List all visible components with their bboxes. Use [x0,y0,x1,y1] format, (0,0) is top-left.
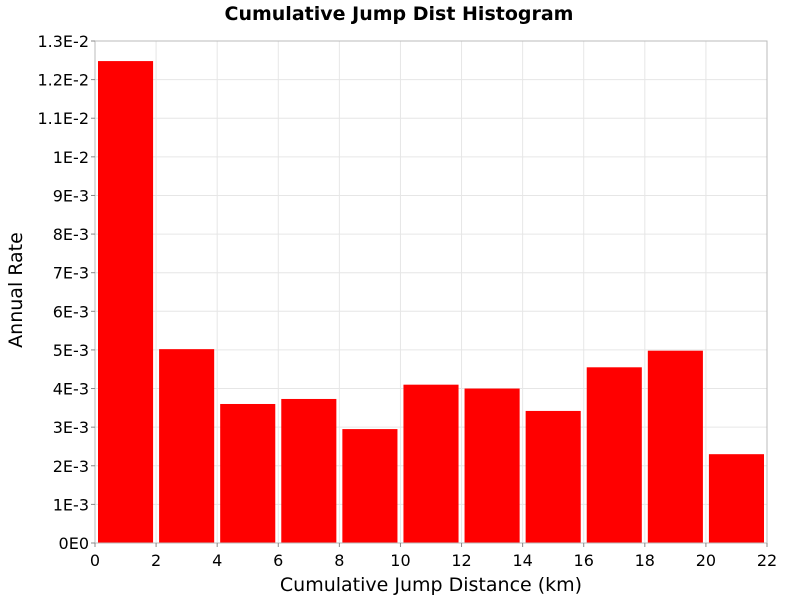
y-tick-label: 8E-3 [53,225,89,244]
histogram-bar [647,350,703,543]
y-tick-label: 2E-3 [53,457,89,476]
histogram-bar [342,429,398,543]
histogram-bar [98,61,154,544]
y-tick-label: 1.2E-2 [37,71,89,90]
histogram-bar [464,388,520,543]
y-tick-label: 6E-3 [53,302,89,321]
axis-ticks: 0E0 1E-3 2E-3 3E-3 4E-3 5E-3 6E-3 7E-3 8E-3 9E-3 1… [37,32,777,570]
y-tick-label: 7E-3 [53,264,89,283]
x-tick-label: 12 [451,551,471,570]
y-tick-label: 1.1E-2 [37,109,89,128]
y-tick-label: 0E0 [59,534,89,553]
x-axis-label: Cumulative Jump Distance (km) [280,574,582,596]
x-tick-label: 16 [574,551,594,570]
x-tick-label: 0 [90,551,100,570]
x-tick-label: 22 [757,551,777,570]
histogram-bar [159,349,215,543]
x-tick-label: 6 [273,551,283,570]
histogram-bar [281,398,337,543]
x-tick-label: 20 [696,551,716,570]
histogram-bar [220,403,276,543]
x-tick-label: 8 [334,551,344,570]
y-axis-label: Annual Rate [5,232,27,348]
x-tick-label: 2 [151,551,161,570]
histogram-bar [525,410,581,543]
x-tick-label: 4 [212,551,222,570]
chart-title: Cumulative Jump Dist Histogram [225,3,574,25]
x-tick-label: 18 [635,551,655,570]
y-tick-label: 1E-2 [53,148,89,167]
y-tick-label: 4E-3 [53,380,89,399]
histogram-bar [586,367,642,543]
y-tick-label: 9E-3 [53,186,89,205]
bars [98,61,764,544]
y-tick-label: 1E-3 [53,495,89,514]
y-tick-label: 3E-3 [53,418,89,437]
y-tick-label: 1.3E-2 [37,32,89,51]
plot-area-frame [94,40,768,544]
x-tick-label: 10 [390,551,410,570]
histogram-bar [403,384,459,543]
y-tick-label: 5E-3 [53,341,89,360]
histogram-bar [708,454,764,543]
x-tick-label: 14 [512,551,532,570]
